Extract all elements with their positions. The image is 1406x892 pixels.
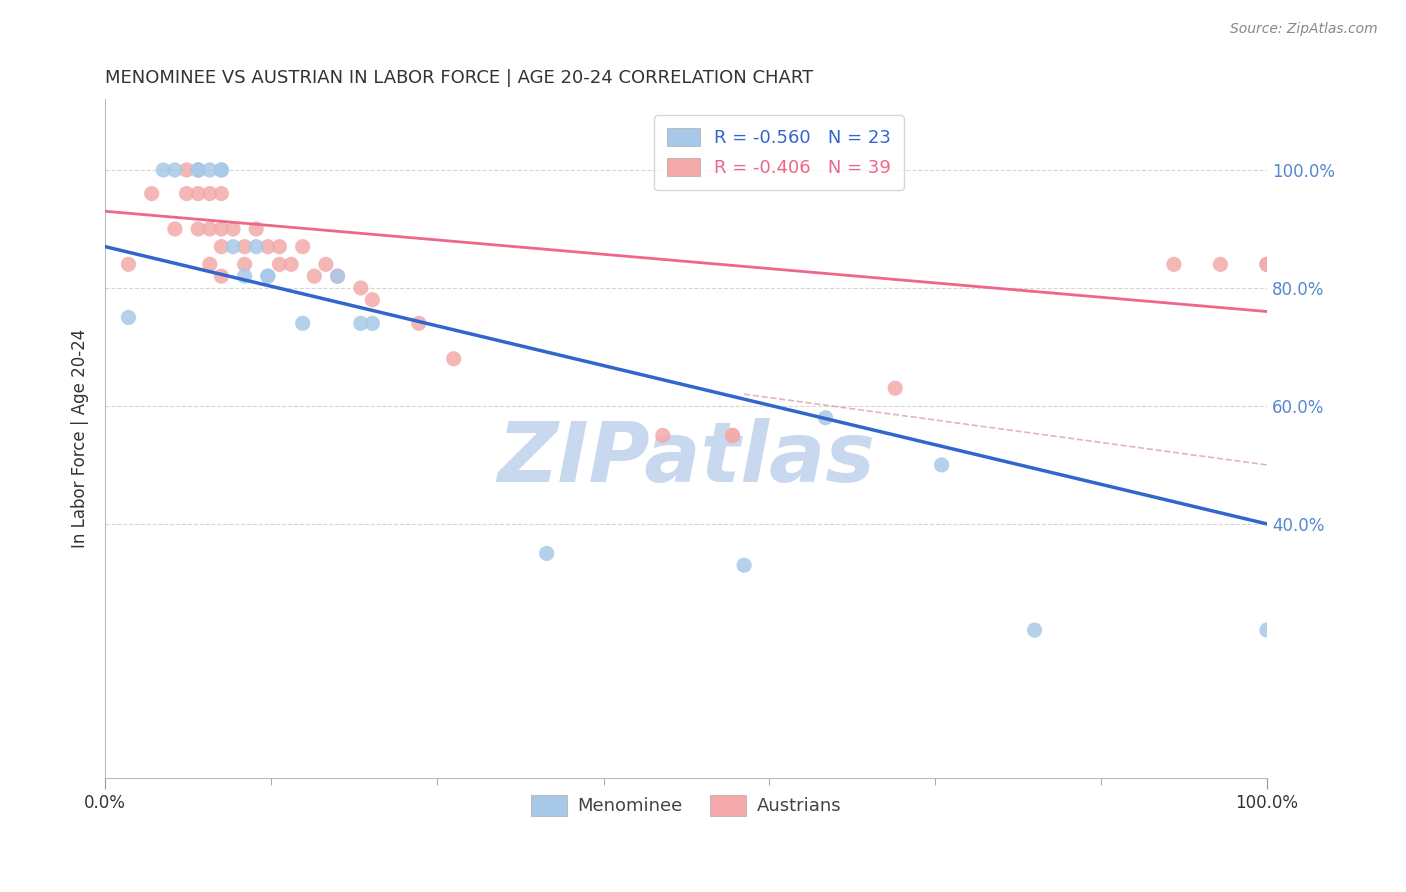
Text: Source: ZipAtlas.com: Source: ZipAtlas.com <box>1230 22 1378 37</box>
Point <box>209 163 232 178</box>
Point <box>315 257 337 271</box>
Point <box>257 240 280 254</box>
Point <box>187 163 209 178</box>
Point <box>233 240 256 254</box>
Point <box>198 222 221 236</box>
Point <box>209 240 232 254</box>
Point <box>443 351 465 366</box>
Point <box>187 163 209 178</box>
Point <box>361 316 384 330</box>
Point <box>721 428 744 442</box>
Point <box>245 240 267 254</box>
Point <box>187 186 209 201</box>
Point <box>269 240 291 254</box>
Point <box>257 269 280 284</box>
Point <box>152 163 174 178</box>
Point <box>651 428 673 442</box>
Point <box>198 186 221 201</box>
Point <box>280 257 302 271</box>
Point <box>209 186 232 201</box>
Point <box>326 269 349 284</box>
Y-axis label: In Labor Force | Age 20-24: In Labor Force | Age 20-24 <box>72 329 89 548</box>
Point <box>291 316 314 330</box>
Point <box>117 310 139 325</box>
Point <box>269 257 291 271</box>
Point <box>1256 257 1278 271</box>
Point <box>814 410 837 425</box>
Point <box>222 240 245 254</box>
Point <box>245 222 267 236</box>
Point <box>222 222 245 236</box>
Point <box>361 293 384 307</box>
Point <box>176 163 198 178</box>
Point <box>326 269 349 284</box>
Point <box>198 257 221 271</box>
Point <box>1163 257 1185 271</box>
Legend: Menominee, Austrians: Menominee, Austrians <box>523 788 849 822</box>
Point <box>884 381 907 395</box>
Point <box>721 428 744 442</box>
Text: ZIPatlas: ZIPatlas <box>498 418 875 500</box>
Point <box>209 269 232 284</box>
Point <box>176 186 198 201</box>
Point <box>209 222 232 236</box>
Point <box>733 558 755 573</box>
Point <box>141 186 163 201</box>
Point <box>1256 257 1278 271</box>
Point <box>1024 623 1046 637</box>
Point <box>163 163 186 178</box>
Text: MENOMINEE VS AUSTRIAN IN LABOR FORCE | AGE 20-24 CORRELATION CHART: MENOMINEE VS AUSTRIAN IN LABOR FORCE | A… <box>105 69 814 87</box>
Point <box>233 269 256 284</box>
Point <box>931 458 953 472</box>
Point <box>350 281 373 295</box>
Point <box>163 222 186 236</box>
Point <box>187 163 209 178</box>
Point <box>350 316 373 330</box>
Point <box>198 163 221 178</box>
Point <box>408 316 430 330</box>
Point <box>209 163 232 178</box>
Point <box>1209 257 1232 271</box>
Point <box>257 269 280 284</box>
Point <box>304 269 326 284</box>
Point <box>1256 623 1278 637</box>
Point <box>536 546 558 560</box>
Point <box>233 257 256 271</box>
Point <box>187 222 209 236</box>
Point <box>291 240 314 254</box>
Point <box>117 257 139 271</box>
